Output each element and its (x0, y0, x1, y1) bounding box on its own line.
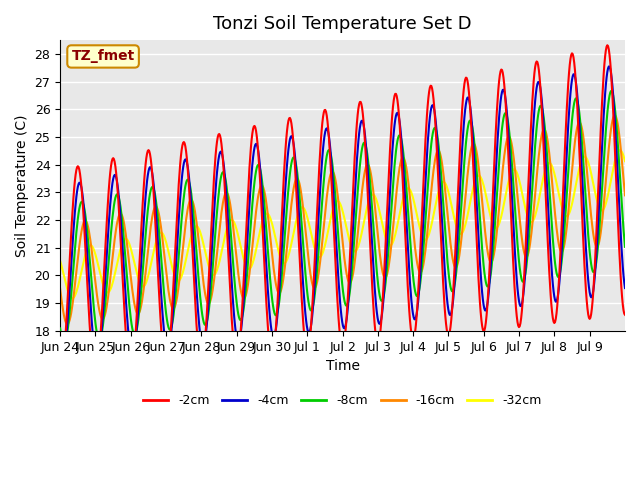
Y-axis label: Soil Temperature (C): Soil Temperature (C) (15, 114, 29, 257)
X-axis label: Time: Time (326, 359, 360, 373)
Text: TZ_fmet: TZ_fmet (72, 49, 134, 63)
Title: Tonzi Soil Temperature Set D: Tonzi Soil Temperature Set D (213, 15, 472, 33)
Legend: -2cm, -4cm, -8cm, -16cm, -32cm: -2cm, -4cm, -8cm, -16cm, -32cm (138, 389, 547, 412)
